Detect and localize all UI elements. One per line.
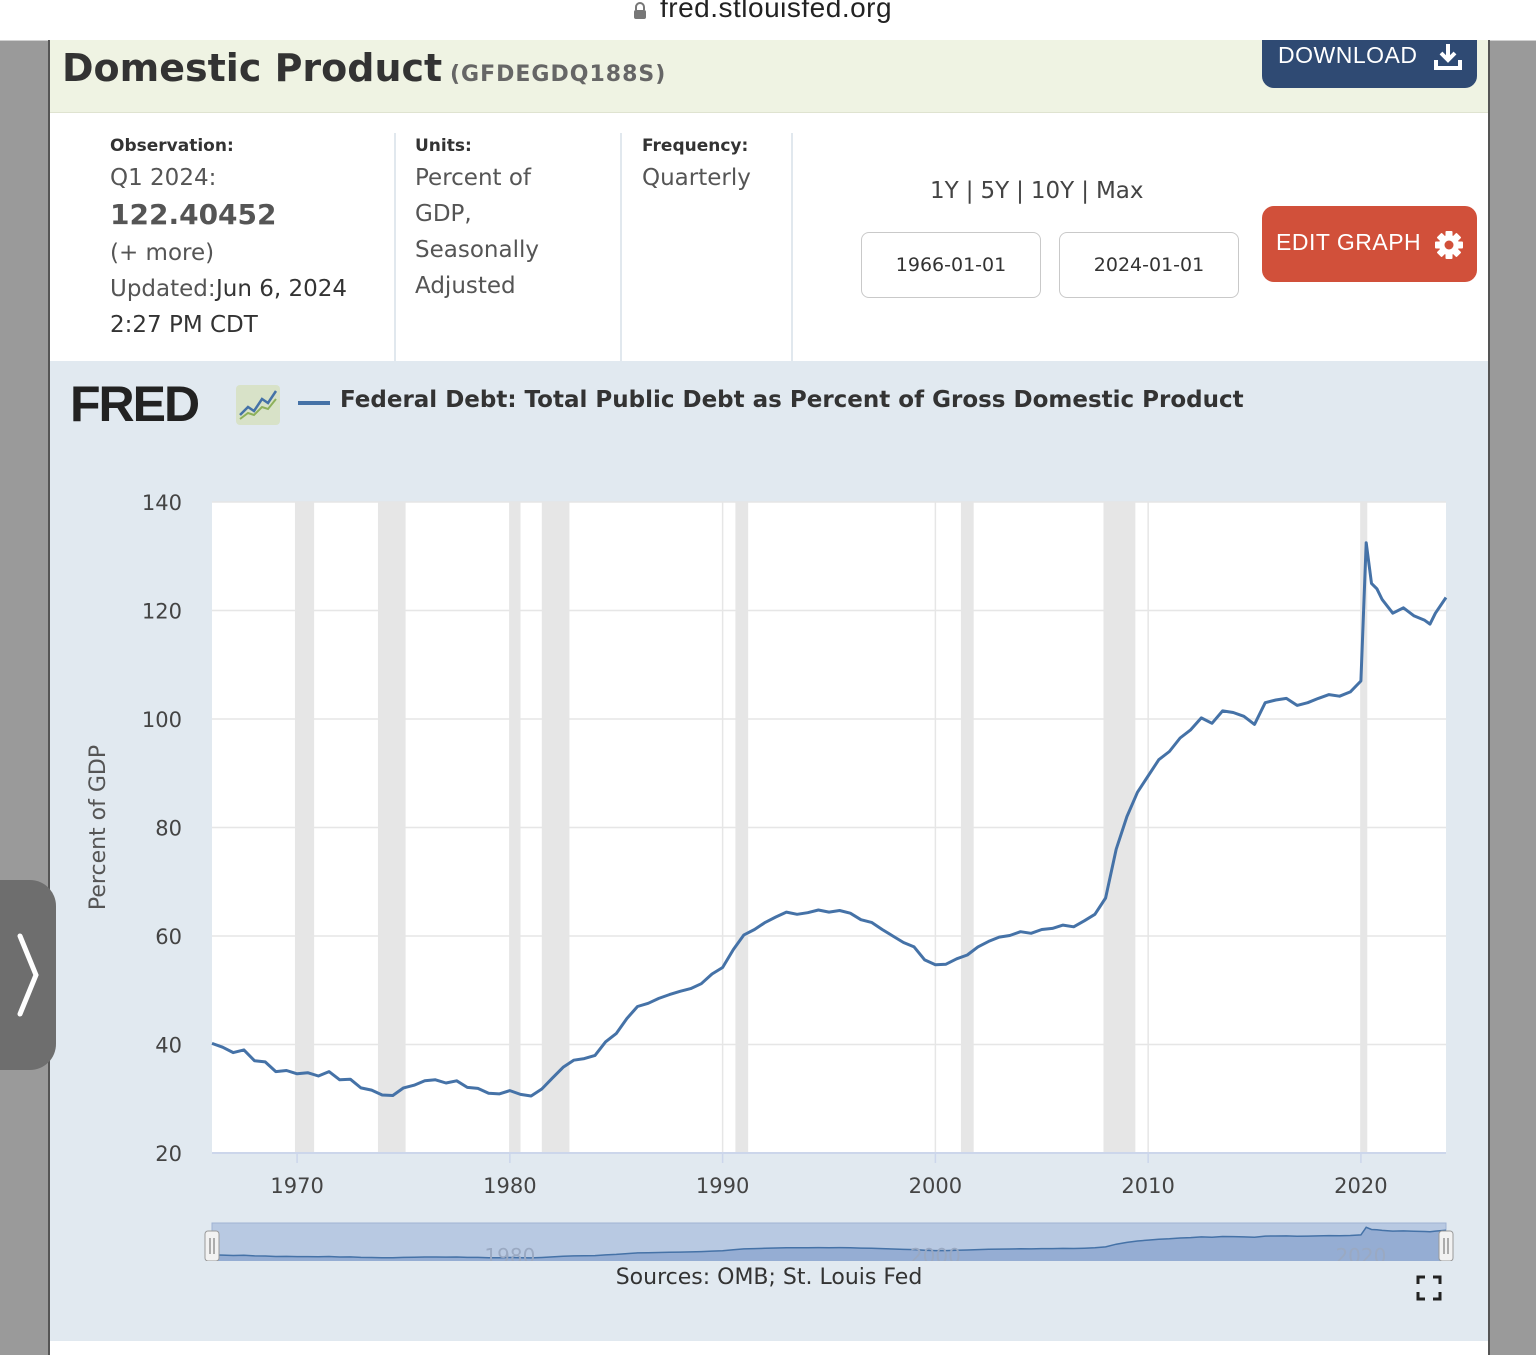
- sources-note: Sources: OMB; St. Louis Fed: [615, 1265, 923, 1290]
- range-separator: |: [965, 178, 974, 204]
- updated-date: Jun 6, 2024: [216, 276, 348, 302]
- navigator-tick-label: 2020: [1335, 1244, 1386, 1261]
- units-line: GDP,: [415, 201, 472, 227]
- range-1y-link[interactable]: 1Y: [930, 178, 959, 204]
- download-icon: [1434, 44, 1462, 70]
- range-max-link[interactable]: Max: [1095, 178, 1144, 204]
- updated-time: 2:27 PM CDT: [110, 312, 258, 338]
- x-tick-label: 2020: [1334, 1174, 1387, 1198]
- series-page: Domestic Product (GFDEGDQ188S) DOWNLOAD …: [48, 40, 1490, 1355]
- gear-icon: [1435, 231, 1463, 259]
- url-text: fred.stlouisfed.org: [660, 0, 893, 23]
- units-label: Units:: [415, 136, 472, 156]
- navigator-handle[interactable]: [204, 1230, 220, 1261]
- edit-graph-button[interactable]: EDIT GRAPH: [1262, 206, 1477, 282]
- navigator-line: [211, 1226, 1447, 1259]
- series-title: Domestic Product: [62, 46, 443, 90]
- observation-period: Q1 2024:: [110, 165, 217, 191]
- browser-url-bar[interactable]: fred.stlouisfed.org: [0, 0, 1536, 41]
- observation-value: 122.40452: [110, 198, 277, 231]
- observation-label: Observation:: [110, 136, 234, 156]
- navigator-tick-label: 1980: [484, 1244, 535, 1261]
- series-line: [211, 541, 1448, 1098]
- y-tick-label: 100: [142, 708, 182, 732]
- range-separator: |: [1016, 178, 1024, 204]
- y-tick-label: 40: [155, 1034, 182, 1058]
- column-divider: [394, 133, 396, 361]
- edit-graph-label: EDIT GRAPH: [1276, 229, 1422, 255]
- units-line: Percent of: [415, 165, 532, 191]
- chart-panel: FRED Federal Debt: Total Public Debt as …: [50, 361, 1488, 1341]
- x-tick-label: 1970: [270, 1174, 323, 1198]
- x-tick-label: 2010: [1121, 1174, 1174, 1198]
- y-tick-label: 20: [155, 1142, 182, 1166]
- series-code: (GFDEGDQ188S): [450, 62, 667, 87]
- fred-logo: FRED: [70, 376, 200, 432]
- x-tick-label: 1980: [483, 1174, 536, 1198]
- lock-icon: [634, 2, 646, 19]
- chart-title: Federal Debt: Total Public Debt as Perce…: [340, 387, 1244, 413]
- range-selector: 1Y | 5Y | 10Y | Max: [930, 178, 1144, 204]
- sidebar-toggle-tab[interactable]: [0, 880, 56, 1070]
- units-line: Seasonally: [415, 237, 539, 263]
- fullscreen-icon[interactable]: [1416, 1275, 1442, 1301]
- range-10y-link[interactable]: 10Y: [1030, 178, 1075, 204]
- navigator-tick-label: 2000: [910, 1244, 961, 1261]
- y-tick-label: 140: [142, 491, 182, 515]
- frequency-value: Quarterly: [642, 165, 751, 191]
- fred-logo-icon: [236, 385, 280, 425]
- download-button[interactable]: DOWNLOAD: [1262, 40, 1477, 88]
- end-date-input[interactable]: 2024-01-01: [1059, 232, 1239, 298]
- column-divider: [620, 133, 622, 361]
- updated-label: Updated:: [110, 276, 216, 302]
- range-separator: |: [1081, 178, 1089, 204]
- start-date-input[interactable]: 1966-01-01: [861, 232, 1041, 298]
- navigator-handle[interactable]: [1438, 1230, 1454, 1261]
- frequency-label: Frequency:: [642, 136, 749, 156]
- navigator-area: [212, 1227, 1446, 1261]
- y-tick-label: 80: [155, 817, 182, 841]
- range-5y-link[interactable]: 5Y: [980, 178, 1010, 204]
- download-label: DOWNLOAD: [1278, 42, 1418, 68]
- legend-swatch: [298, 401, 330, 405]
- x-tick-label: 1990: [696, 1174, 749, 1198]
- chevron-right-icon: [17, 933, 39, 1017]
- y-axis-label: Percent of GDP: [86, 745, 111, 910]
- y-tick-label: 120: [142, 600, 182, 624]
- column-divider: [791, 133, 793, 361]
- x-tick-label: 2000: [909, 1174, 962, 1198]
- line-chart[interactable]: 20 40 60 80 100 120 140 1970 1980 1990 2000 2010 202…: [50, 361, 1488, 1261]
- units-line: Adjusted: [415, 273, 516, 299]
- y-tick-label: 60: [155, 925, 182, 949]
- title-bar: Domestic Product (GFDEGDQ188S) DOWNLOAD: [50, 40, 1488, 113]
- more-observations-link[interactable]: (+ more): [110, 240, 215, 266]
